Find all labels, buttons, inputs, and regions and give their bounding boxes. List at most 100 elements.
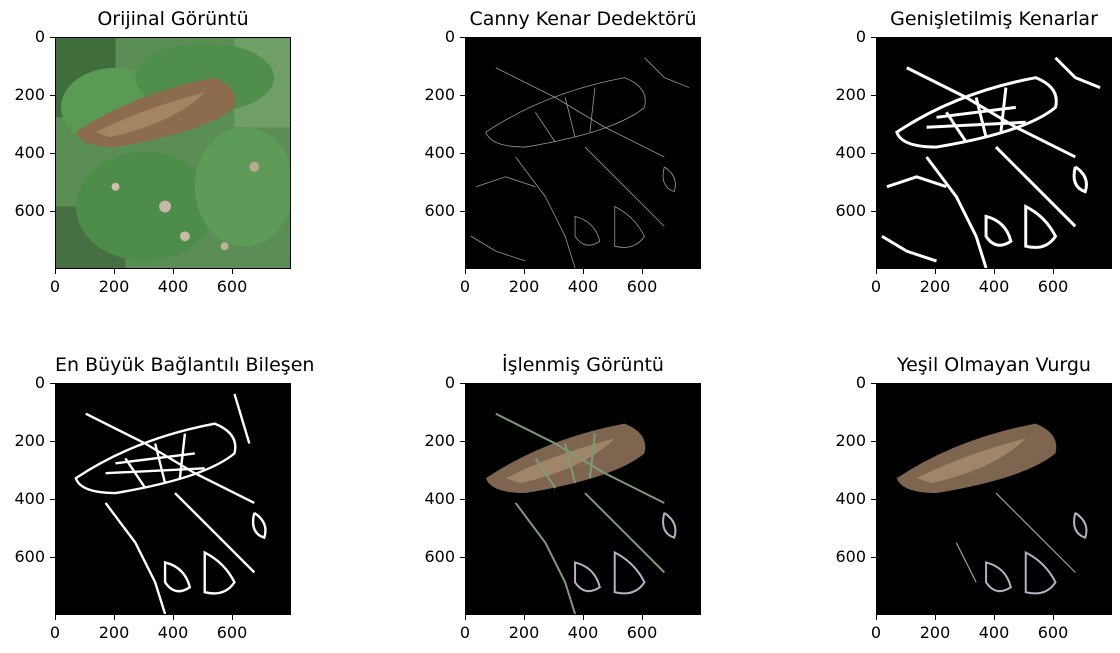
y-tick-mark [871,95,876,96]
x-tick-label: 600 [1037,277,1069,296]
x-tick-mark [583,269,584,274]
x-tick-label: 400 [567,277,599,296]
y-tick-mark [50,557,55,558]
y-tick-label: 0 [444,373,455,392]
x-tick-mark [173,615,174,620]
y-tick-label: 0 [855,27,866,46]
x-tick-mark [114,269,115,274]
y-tick-mark [871,37,876,38]
original-image [55,37,291,269]
y-tick-mark [460,441,465,442]
x-tick-label: 600 [626,623,658,642]
x-tick-mark [524,615,525,620]
x-tick-mark [55,615,56,620]
x-tick-label: 200 [508,623,540,642]
x-tick-mark [876,615,877,620]
x-tick-label: 200 [98,277,130,296]
y-tick-mark [50,441,55,442]
x-tick-label: 200 [98,623,130,642]
panel-title: Genişletilmiş Kenarlar [890,8,1098,30]
x-tick-mark [1053,615,1054,620]
x-tick-label: 600 [216,623,248,642]
x-tick-mark [173,269,174,274]
dilated-image [876,37,1112,269]
y-tick-label: 0 [855,373,866,392]
y-tick-label: 0 [34,373,45,392]
x-tick-mark [994,269,995,274]
y-tick-label: 400 [14,143,45,162]
y-tick-label: 600 [424,201,455,220]
canny-image [465,37,701,269]
y-tick-mark [460,95,465,96]
y-tick-label: 400 [835,489,866,508]
x-tick-mark [465,615,466,620]
x-tick-mark [642,269,643,274]
x-tick-label: 400 [157,277,189,296]
x-tick-label: 0 [459,623,471,642]
y-tick-mark [871,557,876,558]
x-tick-mark [583,615,584,620]
y-tick-label: 600 [835,201,866,220]
x-tick-label: 200 [508,277,540,296]
y-tick-mark [871,441,876,442]
x-tick-mark [232,269,233,274]
y-tick-label: 200 [14,85,45,104]
y-tick-label: 200 [835,85,866,104]
y-tick-label: 600 [14,547,45,566]
y-tick-mark [460,153,465,154]
y-tick-mark [50,499,55,500]
y-tick-label: 400 [835,143,866,162]
y-tick-label: 0 [444,27,455,46]
y-tick-label: 200 [14,431,45,450]
x-tick-label: 600 [1037,623,1069,642]
x-tick-mark [935,269,936,274]
y-tick-mark [871,153,876,154]
x-tick-mark [55,269,56,274]
y-tick-mark [460,37,465,38]
y-tick-mark [871,383,876,384]
y-tick-mark [50,37,55,38]
x-tick-label: 200 [919,623,951,642]
x-tick-label: 0 [49,277,61,296]
x-tick-label: 200 [919,277,951,296]
x-tick-mark [994,615,995,620]
y-tick-label: 400 [14,489,45,508]
y-tick-label: 400 [424,489,455,508]
x-tick-label: 0 [870,277,882,296]
y-tick-label: 200 [424,85,455,104]
x-tick-mark [876,269,877,274]
y-tick-label: 600 [14,201,45,220]
x-tick-label: 400 [978,623,1010,642]
panel-title: En Büyük Bağlantılı Bileşen [55,354,315,376]
x-tick-label: 400 [567,623,599,642]
y-tick-mark [460,557,465,558]
component-image [55,383,291,615]
y-tick-label: 600 [835,547,866,566]
panel-title: Yeşil Olmayan Vurgu [897,354,1091,376]
x-tick-mark [114,615,115,620]
x-tick-mark [642,615,643,620]
panel-title: Orijinal Görüntü [97,8,249,30]
y-tick-mark [460,211,465,212]
y-tick-mark [871,211,876,212]
panel-title: Canny Kenar Dedektörü [469,8,697,30]
y-tick-label: 200 [835,431,866,450]
nongreen-image [876,383,1112,615]
x-tick-label: 600 [216,277,248,296]
processed-image [465,383,701,615]
y-tick-mark [871,499,876,500]
x-tick-mark [1053,269,1054,274]
y-tick-mark [460,383,465,384]
y-tick-mark [50,153,55,154]
x-tick-label: 600 [626,277,658,296]
y-tick-mark [460,499,465,500]
x-tick-mark [524,269,525,274]
x-tick-mark [232,615,233,620]
x-tick-label: 0 [49,623,61,642]
x-tick-label: 400 [157,623,189,642]
y-tick-mark [50,383,55,384]
y-tick-mark [50,211,55,212]
x-tick-label: 0 [459,277,471,296]
x-tick-label: 0 [870,623,882,642]
y-tick-label: 200 [424,431,455,450]
